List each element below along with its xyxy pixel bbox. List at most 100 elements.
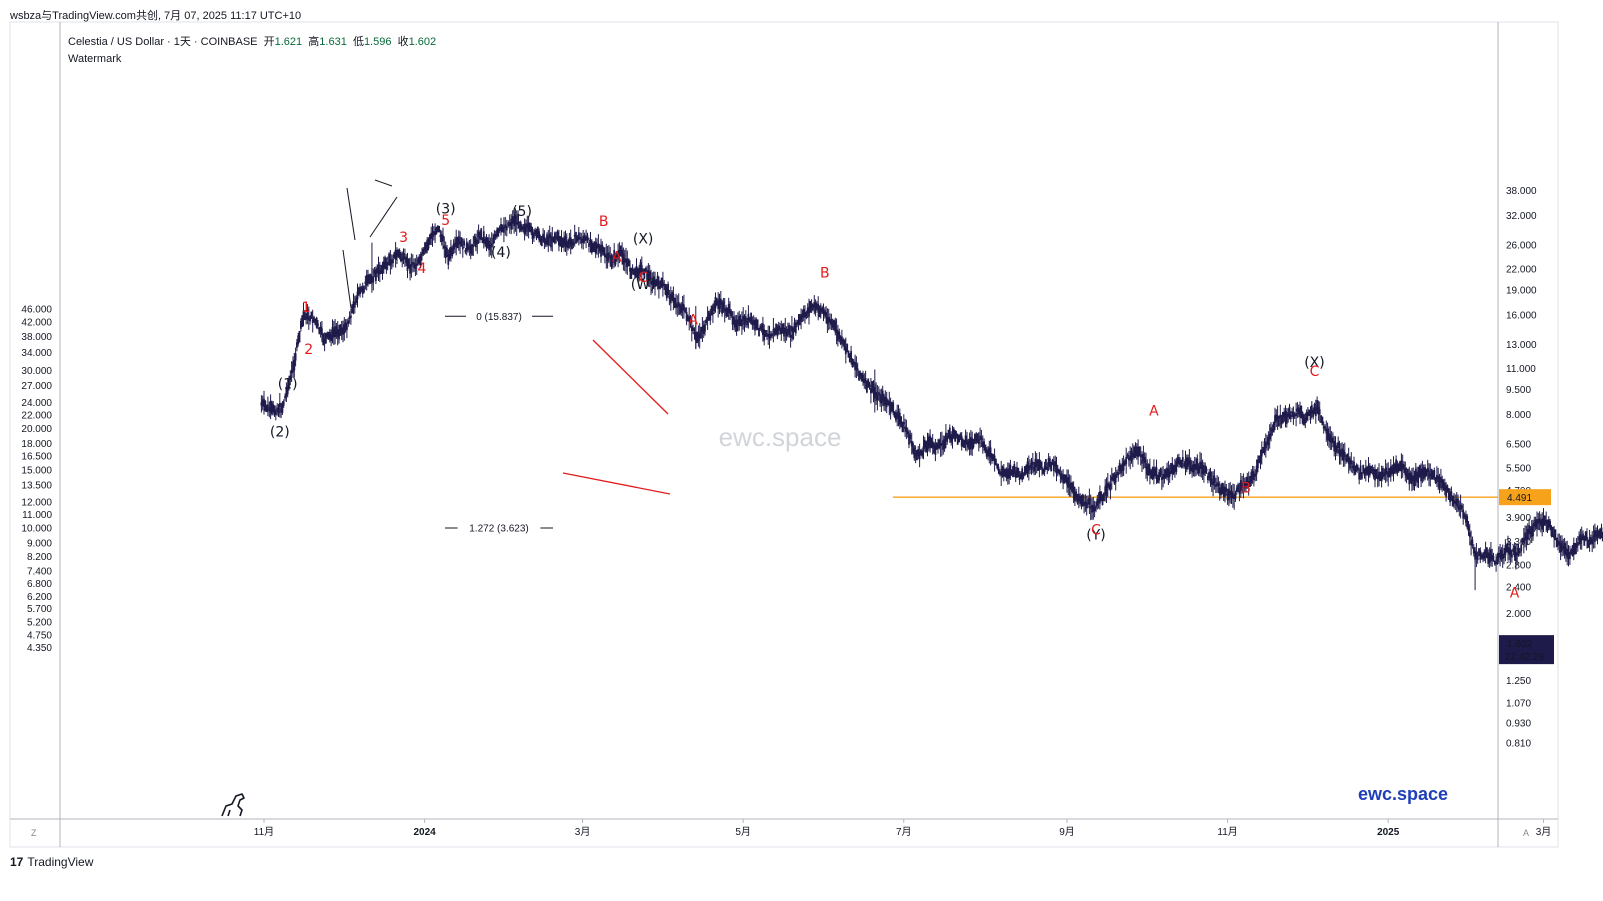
candle-body bbox=[702, 324, 705, 334]
right-tick-label: 0.930 bbox=[1506, 719, 1531, 730]
open-value: 1.621 bbox=[274, 36, 303, 48]
left-tick-label: 5.700 bbox=[27, 604, 52, 615]
candle-body bbox=[1207, 475, 1209, 481]
auto-scale-left[interactable]: Z bbox=[31, 828, 37, 838]
wave-label-black: (X) bbox=[1304, 355, 1325, 371]
candle-body bbox=[390, 260, 393, 264]
candle-body bbox=[301, 315, 304, 328]
candle-body bbox=[484, 238, 487, 245]
candle-body bbox=[808, 306, 810, 317]
candle-body bbox=[941, 442, 943, 445]
candle-body bbox=[389, 259, 392, 266]
candle-body bbox=[830, 319, 833, 325]
candle-body bbox=[1350, 460, 1353, 465]
candle-body bbox=[812, 304, 814, 311]
time-tick-label: 9月 bbox=[1059, 826, 1075, 838]
candle-body bbox=[332, 328, 335, 338]
candle-body bbox=[1578, 536, 1580, 541]
candle-body bbox=[1304, 417, 1307, 424]
candle-body bbox=[473, 236, 476, 244]
candle-body bbox=[658, 286, 660, 289]
candle-body bbox=[1279, 414, 1282, 419]
candle-body bbox=[929, 435, 931, 447]
candle-body bbox=[1275, 414, 1278, 422]
right-tick-label: 3.300 bbox=[1506, 537, 1531, 548]
candle-body bbox=[723, 308, 726, 312]
candle-body bbox=[1088, 498, 1091, 505]
candle-body bbox=[1495, 561, 1497, 565]
left-price-axis[interactable]: 46.000 42.000 38.000 34.000 30.000 27.000 24.0… bbox=[21, 304, 52, 654]
candle-body bbox=[263, 398, 265, 407]
candle-body bbox=[1101, 494, 1104, 506]
candle-body bbox=[1425, 469, 1428, 476]
candle-body bbox=[1505, 544, 1508, 553]
tradingview-footer[interactable]: 17 TradingView bbox=[10, 855, 93, 873]
candle-body bbox=[1497, 553, 1500, 558]
candle-body bbox=[604, 253, 606, 258]
candle-body bbox=[298, 330, 301, 343]
candle-body bbox=[1493, 561, 1496, 565]
candle-body bbox=[1217, 483, 1220, 487]
candle-body bbox=[311, 319, 314, 323]
candle-body bbox=[1488, 552, 1491, 563]
high-label: 高 bbox=[308, 36, 320, 48]
candle-body bbox=[822, 310, 825, 314]
candle-body bbox=[912, 443, 914, 453]
candle-body bbox=[397, 250, 400, 257]
candle-body bbox=[664, 284, 667, 295]
candle-body bbox=[748, 317, 751, 322]
candle-body bbox=[550, 235, 552, 248]
candle-body bbox=[1591, 538, 1594, 545]
candle-body bbox=[1400, 460, 1403, 472]
candle-body bbox=[938, 439, 941, 449]
candle-body bbox=[1426, 468, 1429, 472]
candle-body bbox=[714, 296, 717, 309]
candle-body bbox=[1515, 552, 1517, 562]
candle-body bbox=[1187, 457, 1189, 467]
candle-body bbox=[590, 241, 593, 253]
left-tick-label: 34.000 bbox=[21, 348, 52, 359]
candle-body bbox=[1285, 411, 1288, 424]
candle-body bbox=[1212, 482, 1214, 486]
candle-body bbox=[1221, 482, 1224, 494]
candle-body bbox=[1195, 465, 1197, 468]
candle-body bbox=[513, 217, 515, 227]
candle-body bbox=[583, 235, 586, 241]
candle-body bbox=[1046, 466, 1049, 470]
right-tick-label: 22.000 bbox=[1506, 265, 1537, 276]
candle-body bbox=[954, 430, 956, 442]
candle-body bbox=[1045, 459, 1047, 470]
candle-body bbox=[1491, 554, 1494, 561]
candle-body bbox=[895, 411, 897, 421]
trendline bbox=[342, 249, 352, 309]
candle-body bbox=[1222, 486, 1225, 498]
candle-body bbox=[827, 317, 830, 323]
candle-body bbox=[452, 243, 455, 250]
candle-body bbox=[342, 327, 344, 335]
time-axis[interactable]: 11月20243月5月7月9月11月20253月5月7月9月11月20263月5… bbox=[254, 819, 1603, 838]
candle-body bbox=[521, 226, 523, 231]
candle-body bbox=[1038, 459, 1041, 470]
candle-body bbox=[758, 328, 760, 337]
dinosaur-icon[interactable] bbox=[221, 793, 245, 817]
candle-body bbox=[717, 300, 720, 309]
candle-body bbox=[1345, 457, 1347, 461]
candle-body bbox=[1309, 410, 1312, 420]
candle-body bbox=[756, 319, 759, 331]
wave-label-red: A bbox=[688, 312, 698, 328]
candle-body bbox=[1551, 527, 1554, 538]
candle-body bbox=[1409, 472, 1412, 482]
right-price-axis[interactable]: 38.000 32.000 26.000 22.000 19.000 16.000 13.0… bbox=[1506, 186, 1537, 749]
candle-body bbox=[1105, 484, 1108, 496]
candle-body bbox=[1196, 458, 1199, 471]
candle-body bbox=[1043, 465, 1046, 472]
auto-scale-right[interactable]: A bbox=[1523, 828, 1530, 838]
candle-body bbox=[1163, 473, 1166, 479]
candle-body bbox=[843, 339, 846, 351]
candle-body bbox=[514, 215, 517, 225]
right-tick-label: 1.250 bbox=[1506, 676, 1531, 687]
right-tick-label: 19.000 bbox=[1506, 286, 1537, 297]
candle-body bbox=[634, 267, 637, 279]
candle-body bbox=[1264, 443, 1267, 449]
